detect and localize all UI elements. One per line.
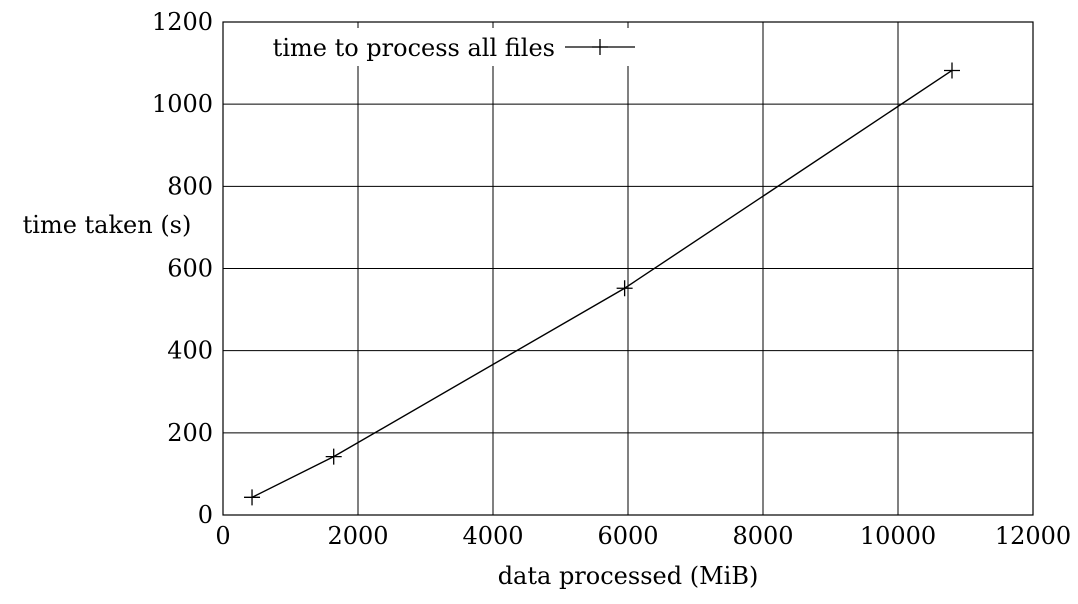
ticks: 0 2000 4000 6000 8000 10000 12000 0 200 400 600 800… — [152, 8, 1071, 550]
series-layer — [244, 62, 960, 506]
y-tick-label: 1200 — [152, 8, 213, 36]
x-axis-label: data processed (MiB) — [498, 562, 759, 590]
data-point — [325, 448, 342, 465]
legend: time to process all files — [232, 28, 640, 66]
x-tick-label: 2000 — [327, 522, 388, 550]
legend-marker-icon — [592, 39, 608, 55]
y-axis-label: time taken (s) — [23, 211, 192, 239]
y-tick-label: 800 — [167, 172, 213, 200]
y-tick-label: 200 — [167, 419, 213, 447]
x-tick-label: 12000 — [995, 522, 1071, 550]
legend-label: time to process all files — [273, 34, 555, 62]
grid — [223, 22, 1033, 515]
y-tick-label: 1000 — [152, 90, 213, 118]
data-point — [616, 280, 633, 297]
plot-frame — [222, 21, 1034, 516]
y-tick-label: 400 — [167, 337, 213, 365]
series-line — [251, 69, 953, 498]
y-tick-label: 600 — [167, 255, 213, 283]
x-tick-label: 8000 — [732, 522, 793, 550]
x-tick-label: 6000 — [597, 522, 658, 550]
x-tick-label: 0 — [215, 522, 230, 550]
x-tick-label: 10000 — [860, 522, 936, 550]
data-point — [944, 62, 960, 79]
data-point — [244, 489, 261, 506]
x-tick-label: 4000 — [462, 522, 523, 550]
y-tick-label: 0 — [198, 501, 213, 529]
